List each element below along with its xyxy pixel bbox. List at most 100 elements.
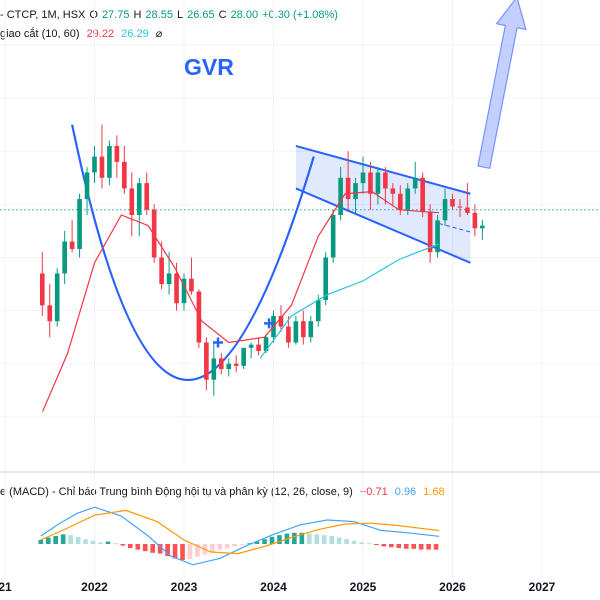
macd-line [40,506,440,566]
candle [218,358,224,370]
candle [226,363,232,370]
macd-histogram-bar [269,536,275,544]
candle [47,305,53,322]
macd-histogram-bar [247,543,252,545]
ma-fast-value: 29.22 [86,28,115,40]
eye-off-icon[interactable]: ⌀ [155,28,163,40]
candle [383,172,388,189]
macd-histogram-bar [411,544,417,549]
grid [0,0,600,578]
candle [39,273,45,306]
candle [308,321,314,338]
macd-label[interactable]: e (MACD) - Chỉ báo Trung bình Động hội t… [0,486,353,498]
macd-histogram-bar [292,532,297,544]
macd-histogram-bar [239,544,245,545]
macd-histogram-bar [254,541,260,544]
candle [315,300,321,322]
open-value: 27.75 [101,9,130,21]
candle [159,257,164,285]
candle [375,172,381,194]
candle [278,315,284,327]
candle [405,188,411,210]
macd-histogram-bar [277,535,282,544]
candle [435,220,440,253]
macd-histogram-bar [433,544,439,550]
candle [196,291,202,343]
candle [390,188,396,194]
candle [465,207,470,213]
cross-marker [213,337,224,348]
x-tick-label: 2022 [81,580,108,594]
channel-lower [295,187,471,264]
projection-arrow [477,0,527,170]
x-tick-label: 21 [0,580,12,594]
candle [412,177,418,189]
macd-histogram-bar [83,539,88,544]
macd-histogram-bar [172,544,178,559]
close-label: C [218,9,227,21]
candle [472,212,478,229]
symbol-legend: - CTCP, 1M, HSX O 27.75 H 28.55 L 26.65 C 28.00 +… [0,9,342,21]
candle [62,241,67,274]
macd-histogram-bar [418,544,424,550]
macd-histogram-bar [366,543,372,545]
candle [211,358,217,380]
candle [107,145,112,178]
macd-histogram-bar [98,542,103,544]
candle [54,273,60,322]
macd-histogram-bar [426,544,431,550]
candle [301,321,306,338]
macd-histogram-bar [53,536,59,544]
price-pane [0,124,600,412]
macd-signal-value: 1.68 [423,486,445,498]
macd-histogram-bar [90,540,96,544]
x-tick-label: 2026 [439,580,466,594]
macd-histogram-bar [135,544,141,550]
candle [263,337,269,351]
candle [338,177,343,215]
x-tick-label: 2025 [349,580,377,594]
macd-histogram-bar [60,534,66,544]
candle [450,199,455,207]
candle [420,177,425,212]
candle [77,199,82,249]
high-value: 28.55 [145,9,173,21]
macd-histogram-bar [314,534,320,544]
symbol-label[interactable]: - CTCP, 1M, HSX [0,9,86,21]
candle [480,225,485,229]
projection-dashed [438,223,471,233]
ma-legend[interactable]: giao cắt (10, 60) 29.22 26.29 ⌀ [0,27,166,40]
candle [293,321,299,343]
x-tick-label: 2027 [528,580,556,594]
x-tick-label: 2024 [260,580,287,594]
macd-histogram-bar [306,533,312,544]
macd-histogram-bar [396,544,402,548]
macd-histogram-bar [157,544,163,554]
ma-fast-line [42,191,440,412]
open-label: O [89,9,98,21]
candle [69,241,75,249]
candle [122,161,127,189]
macd-histogram-bar [262,539,267,544]
candle [345,177,351,200]
close-value: 28.00 [230,9,259,21]
low-label: L [176,9,184,21]
macd-histogram-bar [127,544,133,548]
macd-histogram-bar [344,539,349,544]
candle [129,188,135,215]
macd-histogram-bar [113,543,118,545]
macd-histogram-bar [210,544,215,552]
macd-histogram-bar [336,537,342,544]
candle [189,278,194,292]
high-label: H [133,9,142,21]
channel-upper [295,144,471,195]
macd-histogram-bar [150,544,155,553]
candle [174,273,179,304]
time-axis: 21 2022 2023 2024 2025 2026 2027 [0,580,600,600]
ma-label[interactable]: giao cắt (10, 60) [0,28,80,40]
macd-histogram-bar [120,544,126,546]
macd-legend[interactable]: e (MACD) - Chỉ báo Trung bình Động hội t… [0,486,449,498]
candle [368,172,373,194]
macd-hist-value: −0.71 [359,486,388,498]
